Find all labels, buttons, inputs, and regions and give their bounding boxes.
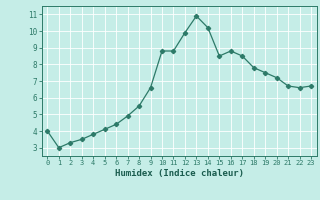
X-axis label: Humidex (Indice chaleur): Humidex (Indice chaleur) (115, 169, 244, 178)
